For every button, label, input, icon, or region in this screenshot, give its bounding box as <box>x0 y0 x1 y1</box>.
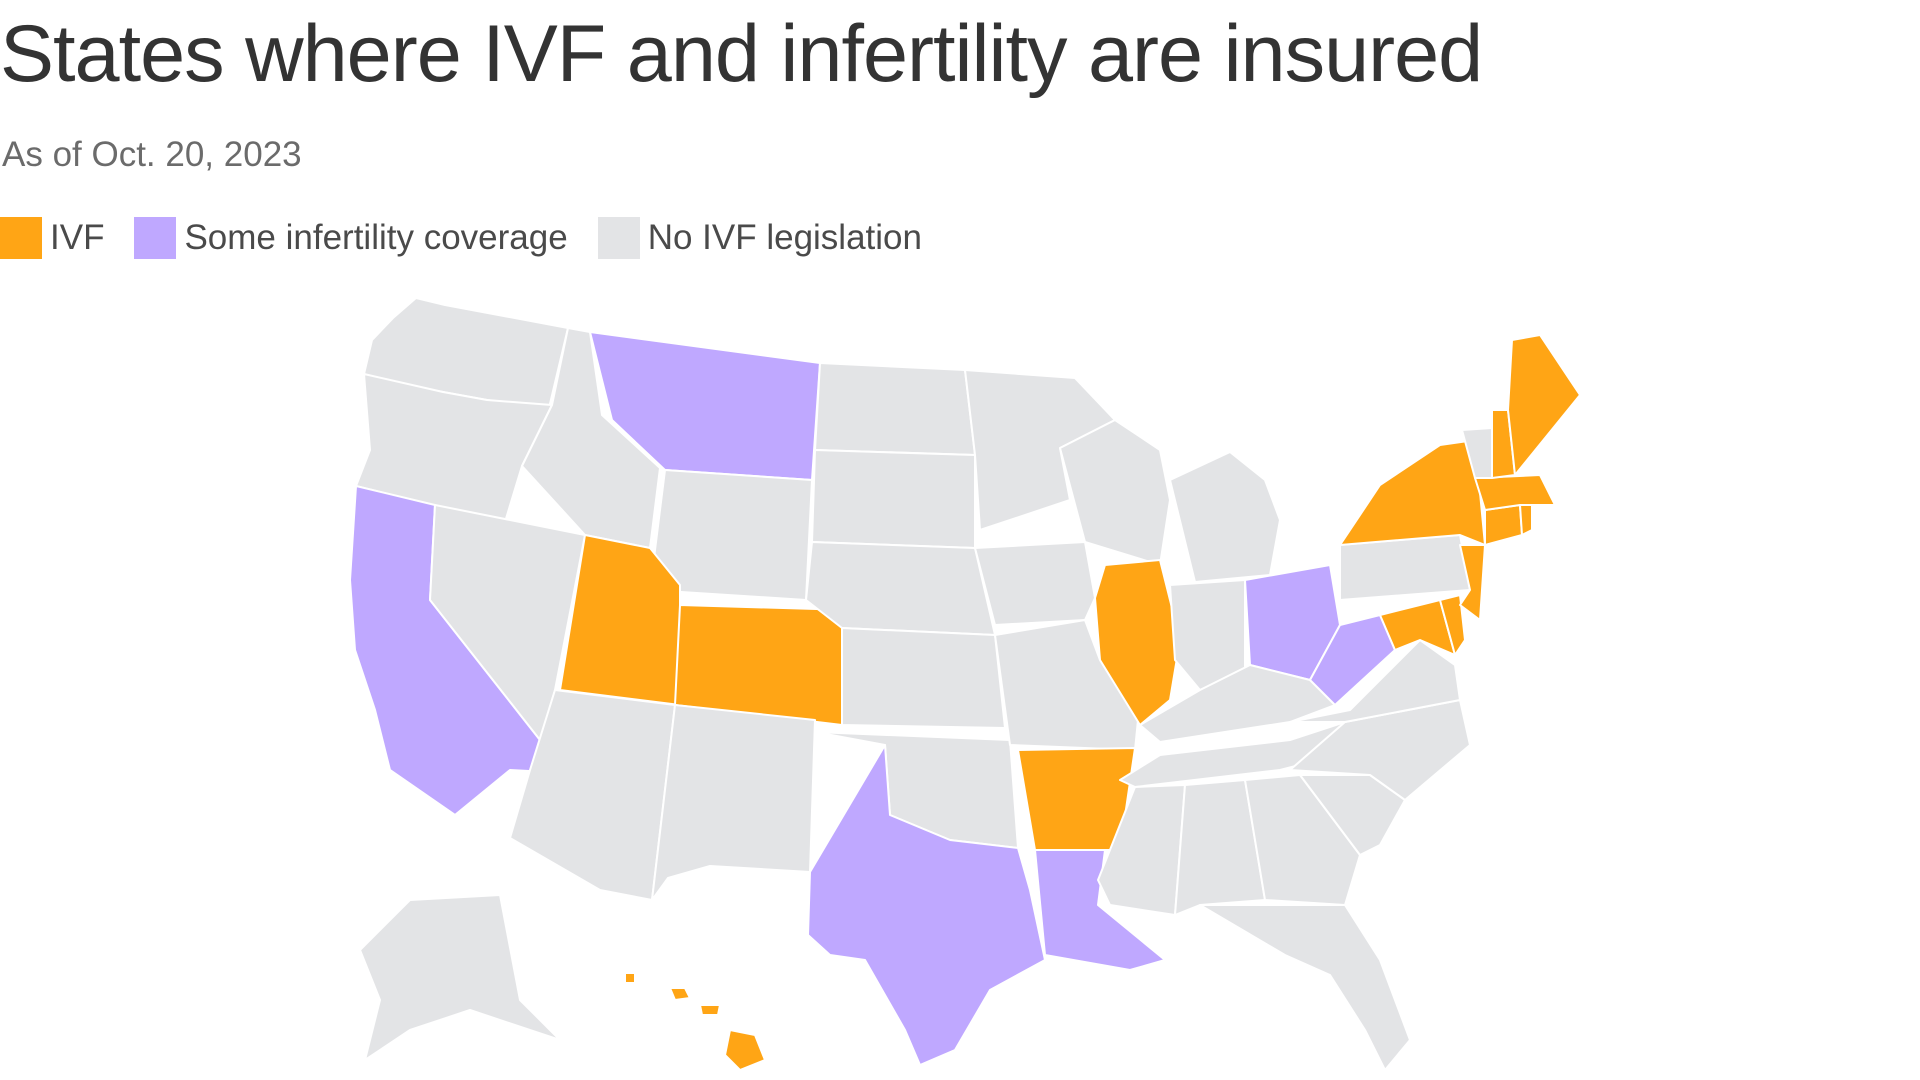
state-md <box>1379 599 1456 656</box>
legend-label-some-coverage: Some infertility coverage <box>184 218 568 257</box>
state-ks <box>841 627 1006 729</box>
legend-item-some-coverage: Some infertility coverage <box>134 217 568 259</box>
state-wi <box>1059 419 1171 566</box>
legend-label-no-legislation: No IVF legislation <box>647 218 922 257</box>
state-or <box>355 373 553 523</box>
state-sd <box>811 449 976 549</box>
state-me <box>1507 334 1581 476</box>
state-de <box>1439 594 1466 656</box>
legend-label-ivf: IVF <box>50 218 105 257</box>
legend: IVF Some infertility coverage No IVF leg… <box>0 217 952 259</box>
state-hi <box>624 972 766 1071</box>
state-ia <box>974 541 1096 626</box>
chart-subtitle: As of Oct. 20, 2023 <box>2 135 302 174</box>
state-nj <box>1459 544 1486 621</box>
state-al <box>1174 779 1266 916</box>
state-mi <box>1169 451 1281 583</box>
state-nm <box>651 704 816 901</box>
state-fl <box>1199 904 1411 1071</box>
state-il <box>1094 559 1181 726</box>
state-mn <box>964 369 1116 531</box>
state-ne <box>805 541 996 636</box>
state-tx <box>807 744 1046 1066</box>
state-nd <box>814 362 976 456</box>
state-va <box>1289 639 1461 723</box>
state-la <box>1034 849 1166 971</box>
state-ny <box>1339 439 1486 546</box>
us-map <box>349 297 1581 1071</box>
state-pa <box>1339 534 1471 601</box>
state-ri <box>1519 504 1533 536</box>
state-ct <box>1484 504 1523 546</box>
legend-item-no-legislation: No IVF legislation <box>597 217 922 259</box>
legend-item-ivf: IVF <box>0 217 104 259</box>
state-ma <box>1474 474 1556 511</box>
state-ms <box>1097 784 1186 916</box>
legend-swatch-no-legislation <box>597 217 640 259</box>
legend-swatch-some-coverage <box>134 217 177 259</box>
state-ak <box>359 894 561 1061</box>
state-ga <box>1244 774 1361 906</box>
legend-swatch-ivf <box>0 217 42 259</box>
chart-title: States where IVF and infertility are ins… <box>0 9 1483 99</box>
